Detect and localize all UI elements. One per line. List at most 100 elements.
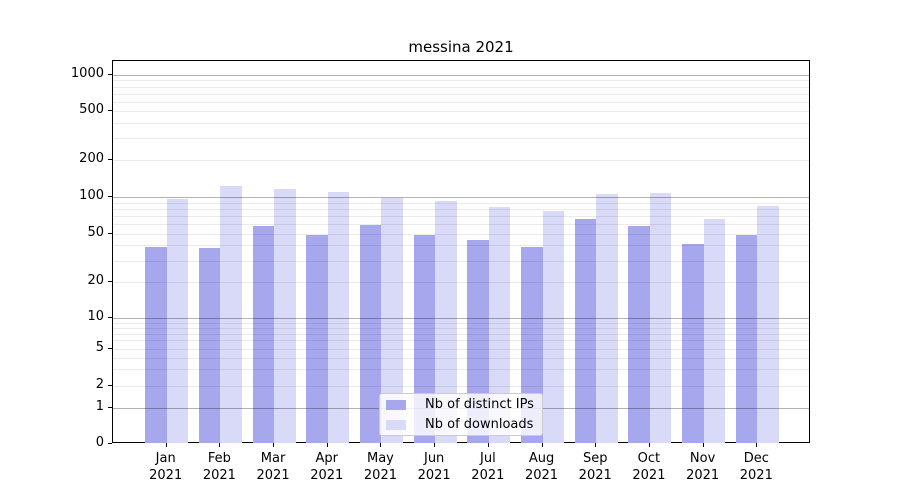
- minor-gridline-500: [113, 111, 809, 112]
- x-tick-nov: [702, 443, 704, 447]
- x-tick-dec: [756, 443, 758, 447]
- legend-label-downloads: Nb of downloads: [425, 417, 534, 432]
- x-tick-label-oct: Oct 2021: [632, 451, 666, 483]
- minor-gridline-70: [113, 215, 809, 217]
- minor-gridline-5: [113, 348, 809, 350]
- bar-distinct-ips-jan: [145, 246, 167, 444]
- minor-gridline-80: [113, 208, 809, 210]
- y-tick-1000: [108, 74, 112, 75]
- x-tick-label-jul: Jul 2021: [471, 451, 505, 483]
- x-tick-label-jan: Jan 2021: [149, 451, 183, 483]
- y-tick-500: [108, 110, 112, 111]
- bar-downloads-nov: [703, 218, 726, 444]
- minor-gridline-700: [113, 93, 809, 95]
- x-tick-jul: [487, 443, 489, 447]
- bar-downloads-jan: [166, 199, 189, 444]
- bar-downloads-may: [381, 198, 403, 444]
- y-tick-label-1000: 1000: [70, 66, 104, 81]
- legend-label-distinct-ips: Nb of distinct IPs: [425, 397, 534, 412]
- bar-distinct-ips-feb: [198, 248, 221, 444]
- y-tick-label-500: 500: [79, 102, 104, 117]
- bar-downloads-apr: [327, 191, 350, 444]
- bar-distinct-ips-oct: [628, 225, 650, 444]
- x-tick-jun: [434, 443, 436, 447]
- y-tick-label-0: 0: [95, 434, 104, 450]
- minor-gridline-4: [113, 357, 809, 359]
- bar-distinct-ips-nov: [682, 244, 704, 444]
- minor-gridline-200: [113, 160, 809, 161]
- minor-gridline-800: [113, 86, 809, 88]
- minor-gridline-50: [113, 233, 809, 235]
- y-tick-200: [108, 159, 112, 160]
- x-tick-label-jun: Jun 2021: [417, 451, 451, 483]
- minor-gridline-40: [113, 245, 809, 247]
- bar-distinct-ips-mar: [252, 225, 275, 444]
- x-tick-mar: [273, 443, 275, 447]
- x-tick-label-sep: Sep 2021: [578, 451, 612, 483]
- x-tick-label-nov: Nov 2021: [686, 451, 720, 483]
- plot-area: [112, 60, 810, 444]
- x-tick-apr: [326, 443, 328, 447]
- bar-downloads-jun: [435, 201, 457, 444]
- y-tick-50: [108, 232, 112, 234]
- bar-distinct-ips-dec: [735, 234, 758, 444]
- x-tick-label-feb: Feb 2021: [202, 451, 236, 483]
- bar-downloads-mar: [274, 188, 296, 444]
- major-gridline-1000: [113, 75, 809, 76]
- y-tick-20: [108, 281, 112, 282]
- y-tick-1: [108, 407, 112, 408]
- x-tick-aug: [541, 443, 543, 447]
- minor-gridline-6: [113, 340, 809, 342]
- minor-gridline-600: [113, 101, 809, 103]
- legend-swatch-downloads: [386, 419, 406, 430]
- minor-gridline-900: [113, 80, 809, 82]
- y-tick-label-20: 20: [87, 273, 104, 288]
- y-tick-label-50: 50: [87, 224, 104, 240]
- minor-gridline-300: [113, 138, 809, 140]
- bar-downloads-sep: [596, 194, 618, 444]
- minor-gridline-3: [113, 369, 809, 371]
- y-tick-100: [108, 196, 112, 197]
- minor-gridline-400: [113, 122, 809, 124]
- bar-downloads-oct: [649, 192, 672, 444]
- bar-distinct-ips-sep: [574, 218, 597, 444]
- minor-gridline-90: [113, 202, 809, 204]
- minor-gridline-8: [113, 327, 809, 329]
- y-tick-label-2: 2: [95, 377, 104, 392]
- minor-gridline-2: [113, 386, 809, 387]
- y-tick-10: [108, 317, 112, 318]
- minor-gridline-30: [113, 260, 809, 262]
- legend-swatch-distinct-ips: [386, 399, 406, 410]
- bar-distinct-ips-may: [359, 224, 382, 444]
- y-tick-label-1: 1: [95, 399, 104, 414]
- legend: Nb of distinct IPs Nb of downloads: [379, 393, 543, 436]
- minor-gridline-20: [113, 282, 809, 283]
- y-tick-0: [108, 442, 112, 444]
- x-tick-sep: [595, 443, 597, 447]
- x-tick-label-apr: Apr 2021: [310, 451, 344, 483]
- bar-distinct-ips-jun: [413, 234, 436, 444]
- major-gridline-100: [113, 197, 809, 198]
- y-tick-5: [108, 347, 112, 349]
- major-gridline-10: [113, 318, 809, 319]
- bar-downloads-dec: [757, 205, 779, 444]
- x-tick-label-mar: Mar 2021: [256, 451, 290, 483]
- x-tick-label-may: May 2021: [363, 451, 397, 483]
- chart-title: messina 2021: [408, 38, 514, 56]
- legend-row-downloads: Nb of downloads: [386, 416, 536, 433]
- bar-distinct-ips-apr: [306, 234, 328, 444]
- y-tick-label-10: 10: [87, 309, 104, 324]
- bar-downloads-feb: [220, 185, 242, 444]
- y-tick-label-100: 100: [79, 188, 104, 203]
- x-tick-label-dec: Dec 2021: [739, 451, 773, 483]
- y-tick-label-200: 200: [79, 151, 104, 166]
- bar-distinct-ips-jul: [467, 240, 489, 444]
- minor-gridline-60: [113, 223, 809, 225]
- x-tick-jan: [165, 443, 167, 447]
- x-tick-may: [380, 443, 382, 447]
- y-tick-label-5: 5: [95, 339, 104, 355]
- minor-gridline-7: [113, 333, 809, 335]
- bar-downloads-jul: [488, 206, 511, 444]
- legend-row-distinct-ips: Nb of distinct IPs: [386, 396, 536, 413]
